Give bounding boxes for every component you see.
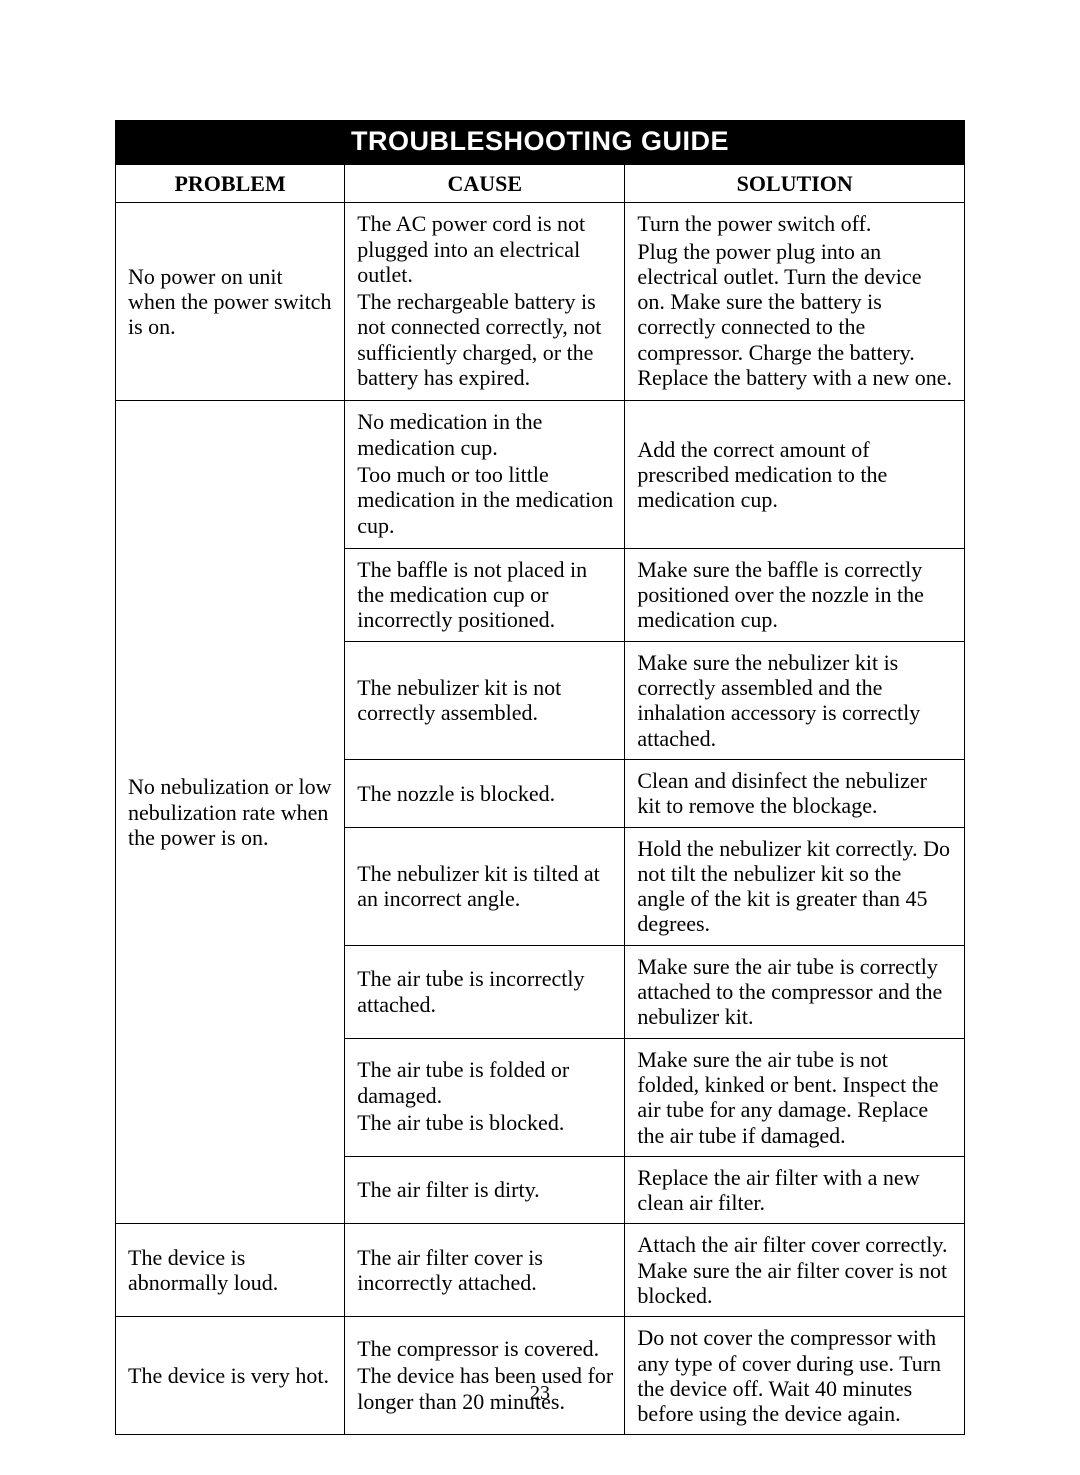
solution-text: Plug the power plug into an electrical o… bbox=[637, 239, 954, 391]
cell-solution: Clean and disinfect the nebulizer kit to… bbox=[625, 759, 965, 827]
cell-solution: Attach the air filter cover correctly. M… bbox=[625, 1224, 965, 1317]
cell-cause: The air filter cover is incorrectly atta… bbox=[345, 1224, 625, 1317]
cell-cause: The air tube is folded or damaged. The a… bbox=[345, 1038, 625, 1156]
cell-problem: No nebulization or low nebulization rate… bbox=[116, 401, 345, 1224]
cause-text: The AC power cord is not plugged into an… bbox=[357, 211, 614, 287]
cell-problem: No power on unit when the power switch i… bbox=[116, 203, 345, 401]
cell-cause: The nebulizer kit is not correctly assem… bbox=[345, 641, 625, 759]
cell-solution: Replace the air filter with a new clean … bbox=[625, 1156, 965, 1224]
header-problem: PROBLEM bbox=[116, 165, 345, 203]
cell-solution: Do not cover the compressor with any typ… bbox=[625, 1317, 965, 1435]
cell-cause: The air filter is dirty. bbox=[345, 1156, 625, 1224]
page: TROUBLESHOOTING GUIDE PROBLEM CAUSE SOLU… bbox=[0, 0, 1080, 1475]
header-cause: CAUSE bbox=[345, 165, 625, 203]
table-row: The device is abnormally loud. The air f… bbox=[116, 1224, 965, 1317]
solution-text: Turn the power switch off. bbox=[637, 211, 954, 236]
cause-text: The compressor is covered. bbox=[357, 1336, 614, 1361]
troubleshooting-table: PROBLEM CAUSE SOLUTION No power on unit … bbox=[115, 164, 965, 1435]
page-number: 23 bbox=[0, 1382, 1080, 1405]
cell-solution: Hold the nebulizer kit correctly. Do not… bbox=[625, 827, 965, 945]
cell-cause: No medication in the medication cup. Too… bbox=[345, 401, 625, 548]
cell-cause: The baffle is not placed in the medicati… bbox=[345, 548, 625, 641]
cause-text: Too much or too little medication in the… bbox=[357, 462, 614, 538]
cell-cause: The air tube is incorrectly attached. bbox=[345, 945, 625, 1038]
cell-solution: Make sure the baffle is correctly positi… bbox=[625, 548, 965, 641]
cell-cause: The AC power cord is not plugged into an… bbox=[345, 203, 625, 401]
cell-cause: The compressor is covered. The device ha… bbox=[345, 1317, 625, 1435]
section-title: TROUBLESHOOTING GUIDE bbox=[115, 120, 965, 164]
cell-solution: Make sure the air tube is correctly atta… bbox=[625, 945, 965, 1038]
cause-text: The air tube is blocked. bbox=[357, 1110, 614, 1135]
cell-problem: The device is very hot. bbox=[116, 1317, 345, 1435]
cell-cause: The nebulizer kit is tilted at an incorr… bbox=[345, 827, 625, 945]
cell-problem: The device is abnormally loud. bbox=[116, 1224, 345, 1317]
table-row: The device is very hot. The compressor i… bbox=[116, 1317, 965, 1435]
cell-solution: Turn the power switch off. Plug the powe… bbox=[625, 203, 965, 401]
cause-text: The air tube is folded or damaged. bbox=[357, 1057, 614, 1108]
cause-text: No medication in the medication cup. bbox=[357, 409, 614, 460]
table-header-row: PROBLEM CAUSE SOLUTION bbox=[116, 165, 965, 203]
cell-cause: The nozzle is blocked. bbox=[345, 759, 625, 827]
cause-text: The rechargeable battery is not connecte… bbox=[357, 289, 614, 390]
table-row: No power on unit when the power switch i… bbox=[116, 203, 965, 401]
table-row: No nebulization or low nebulization rate… bbox=[116, 401, 965, 548]
cell-solution: Make sure the air tube is not folded, ki… bbox=[625, 1038, 965, 1156]
cell-solution: Add the correct amount of prescribed med… bbox=[625, 401, 965, 548]
header-solution: SOLUTION bbox=[625, 165, 965, 203]
cell-solution: Make sure the nebulizer kit is correctly… bbox=[625, 641, 965, 759]
